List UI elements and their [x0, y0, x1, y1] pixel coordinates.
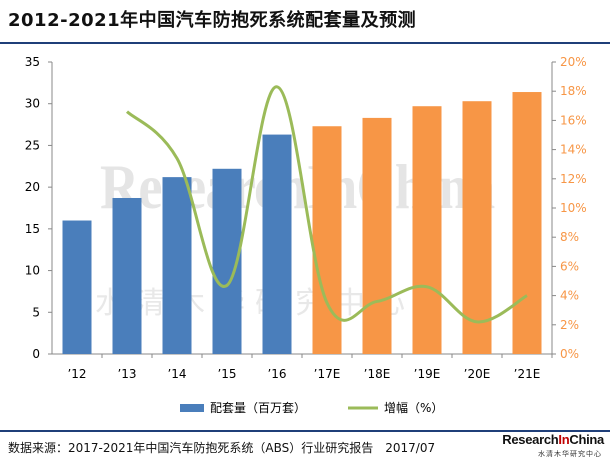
chart: 0 5 10 15 20 25 30 35 0% 2% 4% 6% 8% 10% 12% 14% 16% 18% 2… [25, 55, 587, 415]
x-tick-label: ’13 [117, 367, 136, 381]
bar [462, 101, 492, 354]
x-tick-label: ’12 [67, 367, 86, 381]
logo-text-c: China [569, 432, 604, 447]
logo-subtext: 水清木华研究中心 [538, 450, 602, 458]
x-tick-label: ’14 [167, 367, 186, 381]
x-tick-label: ’16 [267, 367, 286, 381]
y-right-tick-label: 4% [560, 289, 579, 303]
y-left-tick-label: 30 [25, 97, 40, 111]
y-left-tick-label: 15 [25, 222, 40, 236]
footer-divider [0, 430, 610, 432]
y-left-tick-label: 10 [25, 264, 40, 278]
y-right-tick-label: 10% [560, 201, 587, 215]
bar [512, 92, 542, 354]
legend-label-line: 增幅（%） [384, 400, 443, 415]
legend-label-bars: 配套量（百万套） [210, 401, 306, 415]
y-left-tick-label: 20 [25, 180, 40, 194]
bar [62, 220, 92, 354]
chart-title: 2012-2021年中国汽车防抱死系统配套量及预测 [8, 10, 417, 31]
y-right-tick-label: 16% [560, 113, 587, 127]
logo: ResearchInChina 水清木华研究中心 [502, 432, 604, 462]
x-tick-label: ’17E [314, 367, 341, 381]
bar [262, 134, 292, 354]
x-tick-label: ’21E [514, 367, 541, 381]
y-left-tick-label: 0 [32, 347, 40, 361]
growth-line [125, 85, 528, 324]
y-left-tick-label: 35 [25, 55, 40, 69]
y-right-tick-label: 12% [560, 172, 587, 186]
y-right-tick-label: 6% [560, 259, 579, 273]
y-right-tick-label: 0% [560, 347, 579, 361]
x-tick-label: ’18E [364, 367, 391, 381]
y-right-tick-label: 2% [560, 318, 579, 332]
bar [412, 106, 442, 354]
x-tick-label: ’20E [464, 367, 491, 381]
bar [162, 177, 192, 354]
bar [312, 126, 342, 355]
y-right-tick-label: 14% [560, 143, 587, 157]
y-left-tick-label: 5 [32, 305, 40, 319]
legend-swatch-bars [180, 404, 204, 412]
bar [112, 197, 142, 354]
source-note: 数据来源：2017-2021年中国汽车防抱死系统（ABS）行业研究报告 2017… [8, 441, 436, 455]
logo-text-a: Research [502, 432, 559, 447]
y-right-tick-label: 18% [560, 84, 587, 98]
y-right-tick-label: 8% [560, 230, 579, 244]
logo-text-b: In [558, 432, 570, 447]
y-left-tick-label: 25 [25, 138, 40, 152]
x-tick-label: ’19E [414, 367, 441, 381]
x-tick-label: ’15 [217, 367, 236, 381]
y-right-tick-label: 20% [560, 55, 587, 69]
bar [362, 117, 392, 354]
title-bar: 2012-2021年中国汽车防抱死系统配套量及预测 [0, 0, 610, 44]
